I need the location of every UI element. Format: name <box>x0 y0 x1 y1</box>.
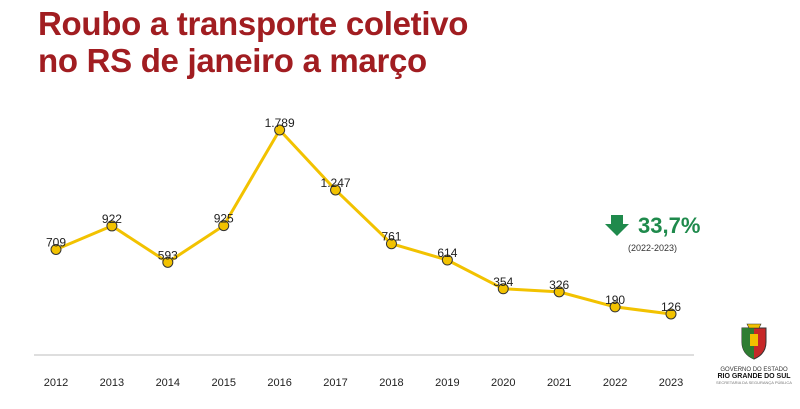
x-tick-2012: 2012 <box>44 377 68 389</box>
x-tick-2017: 2017 <box>323 377 347 389</box>
coat-of-arms-icon <box>741 323 767 360</box>
data-point-2020 <box>497 283 509 295</box>
data-label-2014: 593 <box>158 248 178 262</box>
data-point-2023 <box>665 308 677 320</box>
x-tick-2014: 2014 <box>156 377 180 389</box>
x-tick-2016: 2016 <box>267 377 291 389</box>
x-tick-2013: 2013 <box>100 377 124 389</box>
logo-line-3: SECRETARIA DA SEGURANÇA PÚBLICA <box>716 380 792 385</box>
data-labels: 709 922 593 925 1.789 1.247 761 614 354 326 190 126 <box>46 116 681 314</box>
data-point-2017 <box>330 184 342 196</box>
data-label-2016: 1.789 <box>265 116 295 130</box>
change-value: 33,7% <box>638 213 701 238</box>
data-point-2014 <box>162 256 174 268</box>
data-label-2023: 126 <box>661 300 681 314</box>
logo-line-1: GOVERNO DO ESTADO <box>720 367 788 373</box>
data-point-2022 <box>609 301 621 313</box>
series-line <box>55 128 672 316</box>
x-tick-labels: 2012 2013 2014 2015 2016 2017 2018 2019 2020 2021… <box>44 377 683 389</box>
x-tick-2021: 2021 <box>547 377 571 389</box>
x-tick-2019: 2019 <box>435 377 459 389</box>
down-arrow-icon <box>605 215 629 236</box>
data-label-2012: 709 <box>46 235 66 249</box>
x-tick-2020: 2020 <box>491 377 515 389</box>
x-tick-2015: 2015 <box>211 377 235 389</box>
change-period: (2022-2023) <box>628 243 678 253</box>
data-point-2012 <box>50 243 62 255</box>
title-line-1: Roubo a transporte coletivo <box>38 5 469 42</box>
data-point-2016 <box>274 124 286 136</box>
chart-title: Roubo a transporte coletivo no RS de jan… <box>38 5 468 79</box>
data-point-2015 <box>218 220 230 232</box>
title-line-2: no RS de janeiro a março <box>38 42 427 79</box>
data-label-2019: 614 <box>437 246 457 260</box>
data-point-2019 <box>441 254 453 266</box>
change-indicator: 33,7% (2022-2023) <box>604 213 700 253</box>
data-point-2018 <box>385 238 397 250</box>
government-logo: GOVERNO DO ESTADO RIO GRANDE DO SUL SECR… <box>712 322 796 385</box>
data-label-2021: 326 <box>549 278 569 292</box>
data-point-2013 <box>106 220 118 232</box>
data-points <box>50 124 677 320</box>
data-label-2017: 1.247 <box>321 176 351 190</box>
x-tick-2023: 2023 <box>659 377 683 389</box>
data-label-2020: 354 <box>493 275 513 289</box>
data-label-2015: 925 <box>214 212 234 226</box>
data-label-2018: 761 <box>381 230 401 244</box>
data-label-2022: 190 <box>605 293 625 307</box>
data-point-2021 <box>553 286 565 298</box>
logo-line-2: RIO GRANDE DO SUL <box>717 373 791 380</box>
x-tick-2018: 2018 <box>379 377 403 389</box>
x-tick-2022: 2022 <box>603 377 627 389</box>
data-label-2013: 922 <box>102 212 122 226</box>
